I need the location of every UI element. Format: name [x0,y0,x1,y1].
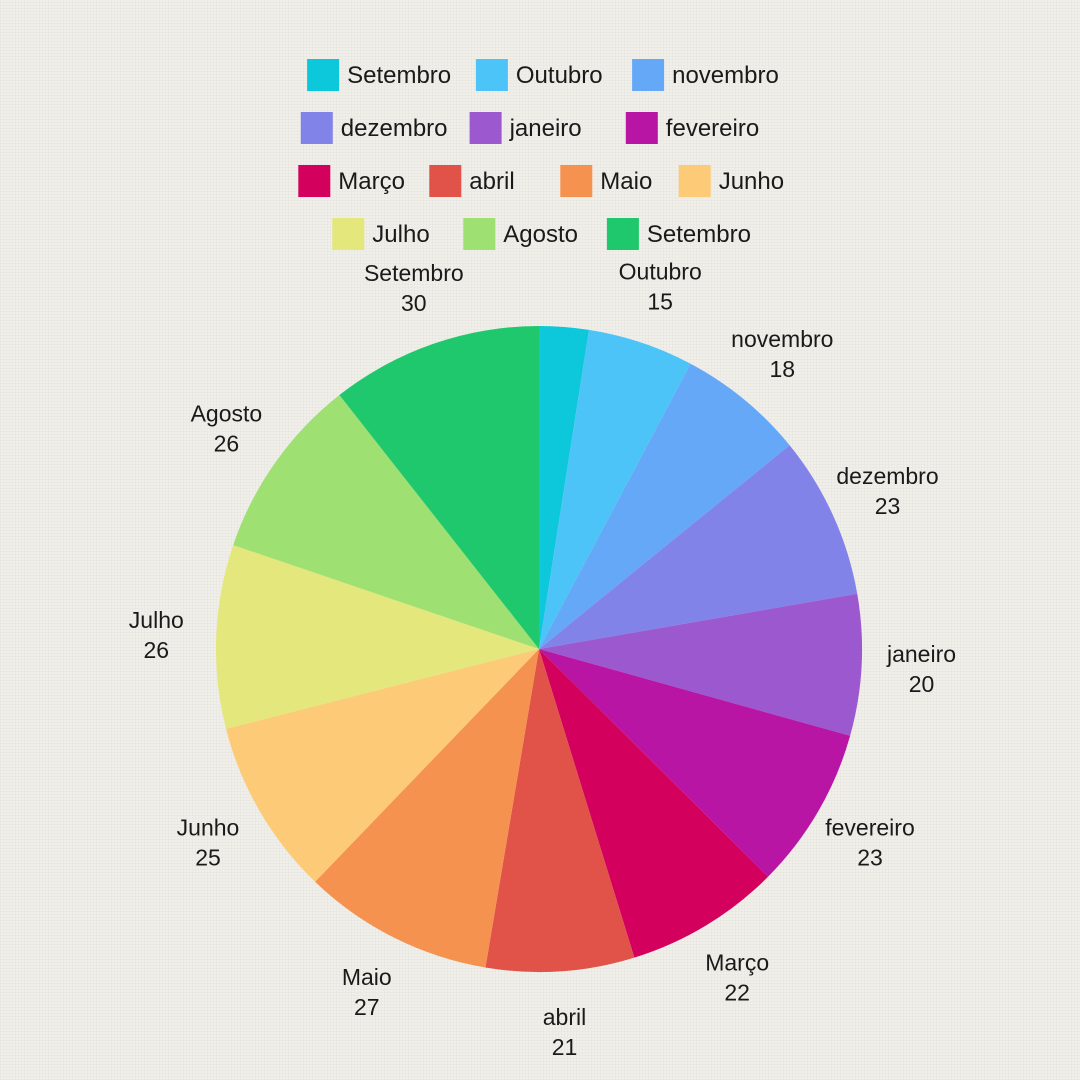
legend-swatch-setembro-12 [606,218,639,250]
slice-value-abril-7: 21 [552,1034,578,1060]
legend-label-novembro-2: novembro [672,62,779,89]
slice-label-dezembro-3: dezembro [836,463,938,489]
legend-label-junho-9: Junho [719,168,784,195]
legend-label-julho-10: Julho [372,221,429,248]
pie-slice-marco-6 [539,649,769,958]
pie-slice-setembro-0 [539,326,589,649]
pie-slice-julho-10 [215,545,539,729]
slice-value-agosto-11: 26 [214,431,240,457]
pie-slice-maio-8 [315,649,539,968]
pie-slice-junho-9 [226,649,539,882]
chart-legend: Setembro Outubro novembro dezembro janeiro fe… [298,59,784,250]
slice-label-agosto-11: Agosto [191,401,263,427]
slice-value-maio-8: 27 [354,994,380,1020]
pie-slice-agosto-11 [233,395,540,649]
slice-label-setembro-12: Setembro [364,260,464,286]
legend-label-fevereiro-5: fevereiro [666,115,759,142]
slice-value-janeiro-4: 20 [909,671,935,697]
pie-slice-abril-7 [485,649,635,972]
slice-label-janeiro-4: janeiro [886,641,956,667]
slice-label-abril-7: abril [543,1004,586,1030]
pie-slice-dezembro-3 [539,445,858,649]
legend-label-setembro-12: Setembro [647,221,751,248]
legend-swatch-janeiro-4 [469,112,502,144]
slice-label-maio-8: Maio [342,964,392,990]
slice-value-dezembro-3: 23 [875,493,901,519]
slice-value-setembro-12: 30 [401,290,427,316]
pie-slice-outubro-1 [539,329,691,649]
legend-label-dezembro-3: dezembro [341,115,448,142]
legend-swatch-fevereiro-5 [625,112,658,144]
slice-label-fevereiro-5: fevereiro [825,815,914,841]
legend-swatch-agosto-11 [463,218,496,250]
legend-label-marco-6: Março [338,168,405,195]
legend-swatch-marco-6 [298,165,331,197]
legend-label-outubro-1: Outubro [516,62,603,89]
slice-value-novembro-2: 18 [770,356,796,382]
slice-value-junho-9: 25 [195,845,221,871]
legend-label-setembro-0: Setembro [347,62,451,89]
legend-swatch-novembro-2 [632,59,665,91]
legend-swatch-outubro-1 [475,59,508,91]
slice-value-fevereiro-5: 23 [857,845,883,871]
pie-slice-labels: Outubro 15 novembro 18 dezembro 23 janeiro 20 fe… [129,259,956,1060]
slice-label-marco-6: Março [705,950,769,976]
legend-swatch-dezembro-3 [300,112,333,144]
legend-swatch-maio-8 [560,165,593,197]
legend-label-maio-8: Maio [600,168,652,195]
legend-swatch-junho-9 [678,165,711,197]
pie-slice-fevereiro-5 [539,649,851,877]
slice-label-outubro-1: Outubro [619,259,702,285]
pie-slice-setembro-12 [339,326,539,649]
legend-swatch-abril-7 [429,165,462,197]
slice-label-junho-9: Junho [177,815,240,841]
legend-swatch-setembro-0 [307,59,340,91]
pie-slice-novembro-2 [539,363,790,649]
legend-label-agosto-11: Agosto [503,221,578,248]
slice-label-julho-10: Julho [129,607,184,633]
slice-value-julho-10: 26 [144,637,170,663]
legend-label-abril-7: abril [469,168,514,195]
slice-value-marco-6: 22 [724,980,750,1006]
legend-swatch-julho-10 [332,218,365,250]
pie-slice-janeiro-4 [539,593,863,736]
slice-value-outubro-1: 15 [647,289,673,315]
slice-label-novembro-2: novembro [731,326,833,352]
pie-slices [215,326,863,972]
legend-label-janeiro-4: janeiro [509,115,582,142]
